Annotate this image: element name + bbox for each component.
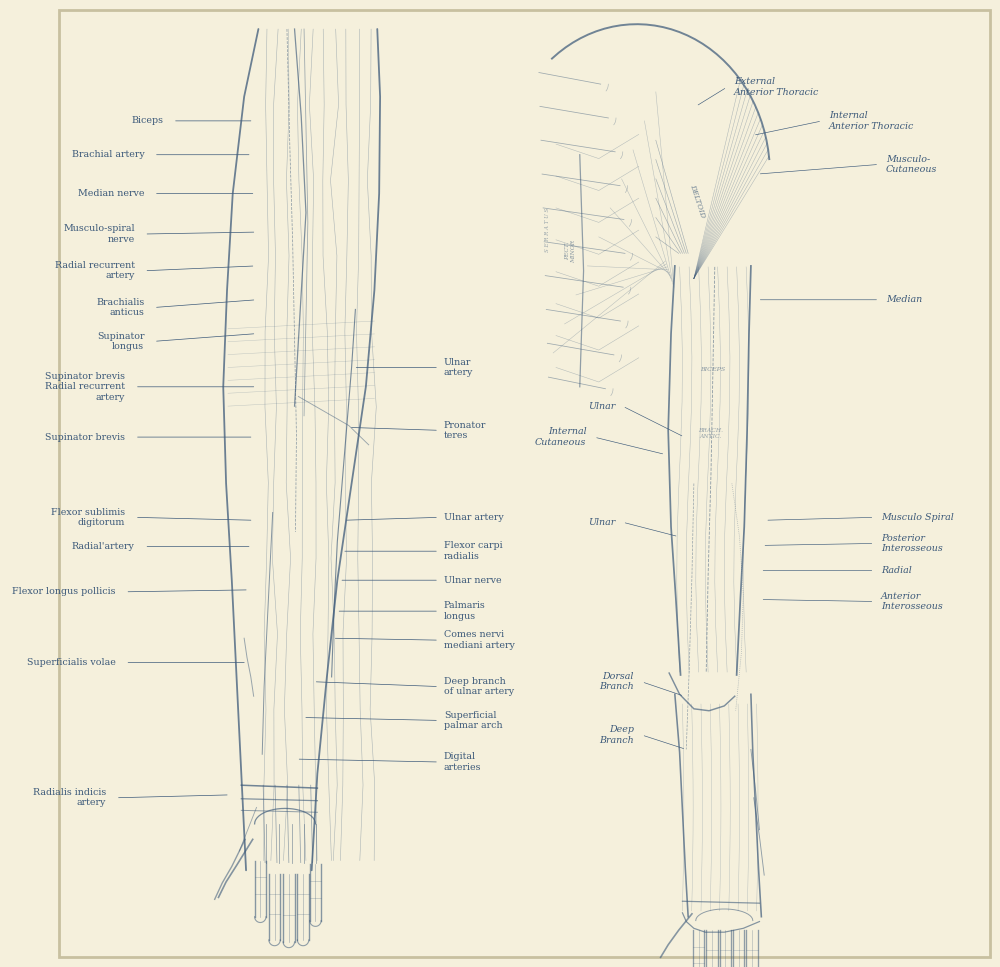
Text: External
Anterior Thoracic: External Anterior Thoracic (734, 77, 819, 97)
Text: Flexor carpi
radialis: Flexor carpi radialis (444, 542, 502, 561)
Text: PECT.
MINOR: PECT. MINOR (565, 240, 576, 263)
Text: DELTOID: DELTOID (688, 184, 707, 219)
Text: Musculo-spiral
nerve: Musculo-spiral nerve (63, 224, 135, 244)
Text: Supinator brevis
Radial recurrent
artery: Supinator brevis Radial recurrent artery (45, 372, 125, 401)
Text: Flexor longus pollicis: Flexor longus pollicis (12, 587, 116, 597)
Text: Median: Median (886, 295, 922, 305)
Text: BRACH.
ANTIC.: BRACH. ANTIC. (698, 427, 723, 439)
Text: Radialis indicis
artery: Radialis indicis artery (33, 788, 106, 807)
Text: Flexor sublimis
digitorum: Flexor sublimis digitorum (51, 508, 125, 527)
Text: Superficial
palmar arch: Superficial palmar arch (444, 711, 502, 730)
Text: Deep
Branch: Deep Branch (599, 725, 634, 745)
Text: Ulnar: Ulnar (588, 401, 615, 411)
Text: Deep branch
of ulnar artery: Deep branch of ulnar artery (444, 677, 514, 696)
Text: Brachialis
anticus: Brachialis anticus (96, 298, 144, 317)
FancyBboxPatch shape (59, 10, 990, 957)
Text: Anterior
Interosseous: Anterior Interosseous (881, 592, 943, 611)
Text: Median nerve: Median nerve (78, 189, 144, 198)
Text: Superficialis volae: Superficialis volae (27, 658, 116, 667)
Text: Internal
Cutaneous: Internal Cutaneous (535, 427, 586, 447)
Text: Ulnar artery: Ulnar artery (444, 513, 504, 522)
Text: Comes nervi
mediani artery: Comes nervi mediani artery (444, 630, 515, 650)
Text: Supinator
longus: Supinator longus (97, 332, 144, 351)
Text: Musculo-
Cutaneous: Musculo- Cutaneous (886, 155, 937, 174)
Text: Ulnar
artery: Ulnar artery (444, 358, 473, 377)
Text: Posterior
Interosseous: Posterior Interosseous (881, 534, 943, 553)
Text: Brachial artery: Brachial artery (72, 150, 144, 160)
Text: Musculo Spiral: Musculo Spiral (881, 513, 954, 522)
Text: Internal
Anterior Thoracic: Internal Anterior Thoracic (829, 111, 914, 131)
Text: Ulnar: Ulnar (588, 517, 615, 527)
Text: Pronator
teres: Pronator teres (444, 421, 486, 440)
Text: Palmaris
longus: Palmaris longus (444, 601, 486, 621)
Text: Ulnar nerve: Ulnar nerve (444, 575, 501, 585)
Text: Supinator brevis: Supinator brevis (45, 432, 125, 442)
Text: Dorsal
Branch: Dorsal Branch (599, 672, 634, 691)
Text: Digital
arteries: Digital arteries (444, 752, 481, 772)
Text: S E R R A T U S: S E R R A T U S (545, 208, 550, 252)
Text: Radial'artery: Radial'artery (72, 542, 135, 551)
Text: Radial: Radial (881, 566, 912, 575)
Text: BICEPS: BICEPS (700, 366, 725, 372)
Text: Biceps: Biceps (131, 116, 163, 126)
Text: Radial recurrent
artery: Radial recurrent artery (55, 261, 135, 280)
